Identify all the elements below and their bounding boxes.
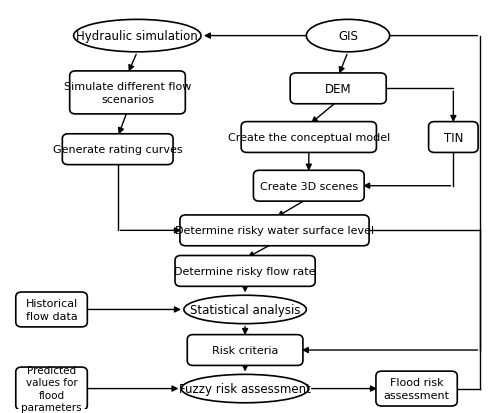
Text: Determine risky flow rate: Determine risky flow rate	[174, 266, 316, 276]
Text: GIS: GIS	[338, 30, 358, 43]
Text: Generate rating curves: Generate rating curves	[53, 145, 182, 155]
Text: Statistical analysis: Statistical analysis	[190, 303, 300, 316]
Text: Flood risk
assessment: Flood risk assessment	[384, 377, 450, 400]
FancyBboxPatch shape	[16, 367, 88, 410]
Text: Fuzzy risk assessment: Fuzzy risk assessment	[179, 382, 311, 395]
Text: DEM: DEM	[325, 83, 351, 96]
FancyBboxPatch shape	[188, 335, 303, 366]
Ellipse shape	[182, 375, 309, 403]
FancyBboxPatch shape	[241, 122, 376, 153]
Text: Create 3D scenes: Create 3D scenes	[260, 181, 358, 191]
FancyBboxPatch shape	[180, 216, 369, 246]
Ellipse shape	[184, 296, 306, 324]
Text: Risk criteria: Risk criteria	[212, 345, 278, 355]
FancyBboxPatch shape	[254, 171, 364, 202]
FancyBboxPatch shape	[70, 72, 186, 115]
FancyBboxPatch shape	[16, 292, 88, 327]
FancyBboxPatch shape	[62, 135, 173, 165]
FancyBboxPatch shape	[376, 371, 458, 406]
Text: Create the conceptual model: Create the conceptual model	[228, 133, 390, 142]
FancyBboxPatch shape	[175, 256, 315, 287]
Text: Simulate different flow
scenarios: Simulate different flow scenarios	[64, 82, 191, 104]
FancyBboxPatch shape	[428, 122, 478, 153]
Text: Predicted
values for
flood
parameters: Predicted values for flood parameters	[21, 365, 82, 412]
FancyBboxPatch shape	[290, 74, 386, 104]
Ellipse shape	[74, 20, 201, 53]
Text: TIN: TIN	[444, 131, 463, 144]
Ellipse shape	[306, 20, 390, 53]
Text: Historical
flow data: Historical flow data	[26, 299, 78, 321]
Text: Determine risky water surface level: Determine risky water surface level	[175, 226, 374, 236]
Text: Hydraulic simulation: Hydraulic simulation	[76, 30, 198, 43]
